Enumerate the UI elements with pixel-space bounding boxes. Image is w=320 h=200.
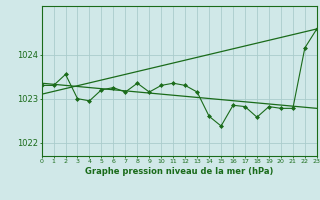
X-axis label: Graphe pression niveau de la mer (hPa): Graphe pression niveau de la mer (hPa): [85, 167, 273, 176]
